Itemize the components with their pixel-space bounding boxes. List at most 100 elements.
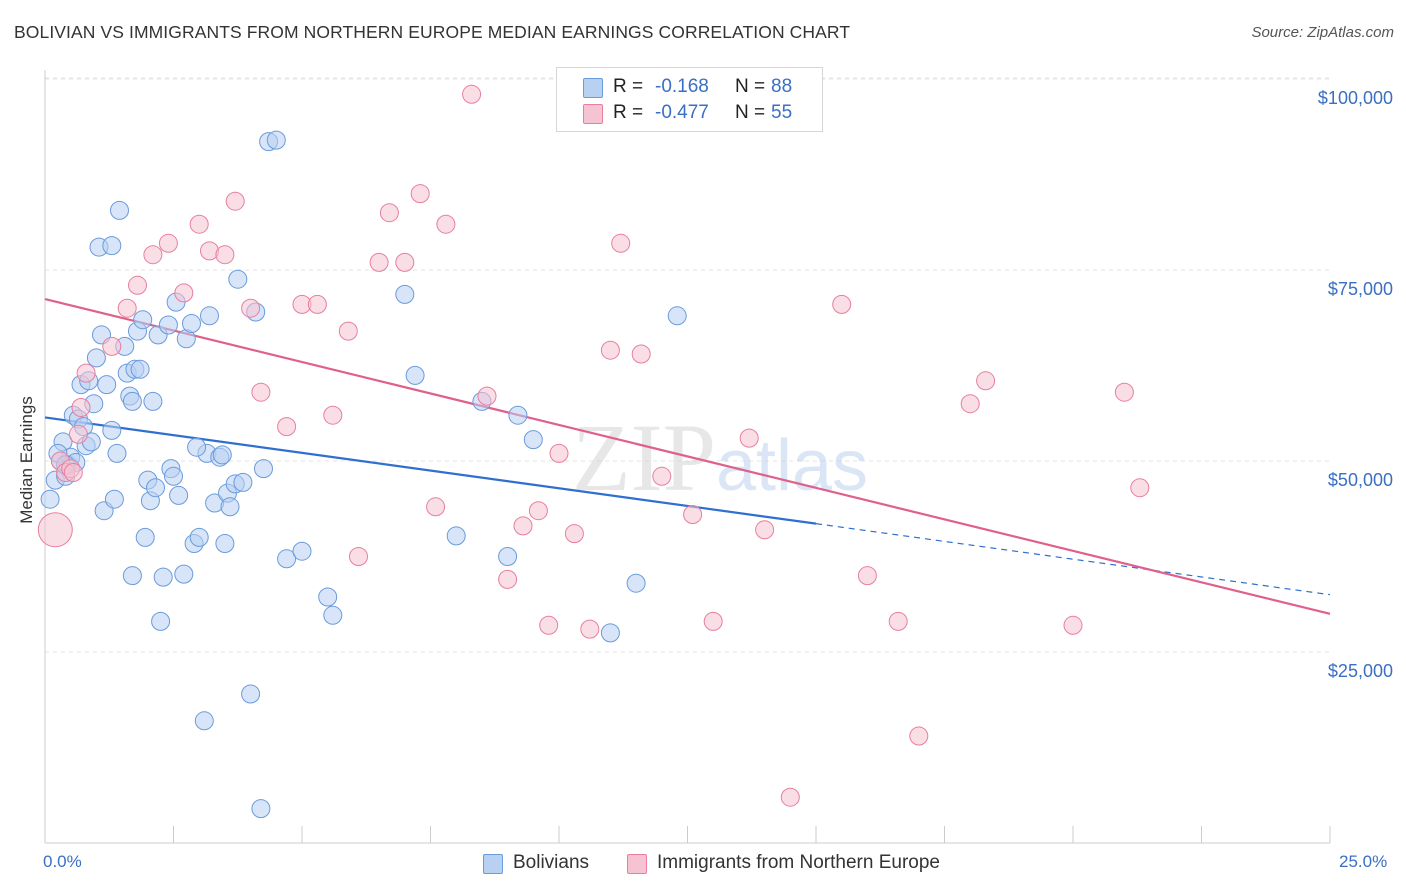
- point-northern-europe: [832, 294, 852, 314]
- point-bolivians: [107, 443, 127, 463]
- point-northern-europe: [960, 394, 980, 414]
- point-bolivians: [122, 391, 142, 411]
- point-northern-europe: [528, 501, 548, 521]
- point-bolivians: [266, 130, 286, 150]
- point-bolivians: [241, 684, 261, 704]
- point-bolivians: [174, 564, 194, 584]
- point-bolivians: [169, 485, 189, 505]
- point-northern-europe: [564, 524, 584, 544]
- point-northern-europe: [395, 252, 415, 272]
- chart-source: Source: ZipAtlas.com: [1251, 24, 1394, 41]
- point-bolivians: [228, 269, 248, 289]
- point-northern-europe: [158, 233, 178, 253]
- point-northern-europe: [513, 516, 533, 536]
- point-bolivians: [405, 365, 425, 385]
- point-northern-europe: [76, 363, 96, 383]
- point-bolivians: [182, 314, 201, 333]
- point-bolivians: [133, 310, 153, 330]
- point-bolivians: [323, 605, 343, 625]
- point-northern-europe: [477, 386, 497, 406]
- point-northern-europe: [909, 726, 929, 746]
- point-northern-europe: [539, 615, 559, 635]
- point-bolivians: [254, 459, 273, 479]
- point-northern-europe: [369, 252, 389, 272]
- series-label: Bolivians: [513, 852, 590, 873]
- point-bolivians: [110, 200, 129, 220]
- point-northern-europe: [857, 566, 877, 586]
- point-northern-europe: [631, 344, 651, 364]
- point-bolivians: [146, 478, 165, 498]
- watermark: ZIPatlas: [572, 404, 868, 511]
- point-northern-europe: [63, 463, 83, 482]
- point-northern-europe: [600, 340, 620, 360]
- point-bolivians: [158, 315, 178, 335]
- legend-n-label: N =: [735, 102, 766, 123]
- point-bolivians: [508, 405, 528, 425]
- point-northern-europe: [436, 214, 456, 234]
- trend-lines: [44, 297, 1331, 615]
- point-bolivians: [523, 430, 543, 450]
- legend-r-value: -0.168: [655, 76, 709, 97]
- point-northern-europe: [611, 233, 631, 253]
- point-bolivians: [86, 348, 106, 368]
- series-swatch-pink: [627, 854, 647, 874]
- y-axis-label: Median Earnings: [17, 396, 36, 524]
- point-northern-europe: [174, 283, 194, 303]
- legend-r-value: -0.477: [655, 102, 709, 123]
- point-bolivians: [122, 566, 142, 586]
- legend-r-label: R =: [613, 76, 644, 97]
- y-tick-label-3: $100,000: [1318, 88, 1393, 108]
- point-northern-europe: [739, 428, 759, 448]
- point-bolivians: [292, 541, 312, 561]
- legend-n-label: N =: [735, 76, 766, 97]
- point-bolivians: [446, 526, 466, 546]
- point-bolivians: [318, 587, 338, 607]
- point-bolivians: [102, 236, 122, 256]
- y-tick-label-2: $75,000: [1328, 279, 1393, 299]
- legend-r-label: R =: [613, 102, 644, 123]
- trend-bolivians-extrapolated: [815, 523, 1331, 596]
- point-northern-europe: [37, 512, 73, 548]
- point-bolivians: [200, 306, 219, 326]
- point-northern-europe: [498, 569, 518, 589]
- series-swatch-blue: [483, 854, 503, 874]
- point-northern-europe: [338, 321, 358, 341]
- point-northern-europe: [102, 336, 122, 356]
- point-northern-europe: [410, 184, 430, 204]
- y-tick-label-1: $50,000: [1328, 470, 1393, 490]
- point-bolivians: [600, 623, 620, 643]
- point-northern-europe: [251, 382, 271, 402]
- point-northern-europe: [755, 520, 775, 540]
- point-bolivians: [151, 611, 171, 631]
- point-northern-europe: [189, 214, 209, 234]
- chart-title: BOLIVIAN VS IMMIGRANTS FROM NORTHERN EUR…: [14, 22, 851, 42]
- legend-n-value: 55: [771, 102, 793, 123]
- y-tick-labels: $25,000 $50,000 $75,000 $100,000: [1318, 88, 1393, 681]
- point-bolivians: [40, 489, 60, 509]
- point-bolivians: [130, 359, 150, 379]
- data-points: [37, 84, 1150, 819]
- point-northern-europe: [215, 245, 235, 265]
- point-northern-europe: [683, 505, 703, 524]
- point-northern-europe: [128, 275, 147, 295]
- x-tick-label-min: 0.0%: [43, 852, 82, 871]
- series-label: Immigrants from Northern Europe: [657, 852, 940, 873]
- point-northern-europe: [143, 245, 163, 265]
- legend-swatch-blue: [583, 78, 603, 98]
- point-northern-europe: [323, 405, 343, 425]
- point-bolivians: [220, 497, 240, 517]
- point-northern-europe: [1130, 478, 1150, 498]
- point-bolivians: [143, 391, 163, 411]
- point-northern-europe: [307, 294, 327, 314]
- point-bolivians: [187, 437, 207, 457]
- trend-bolivians: [44, 416, 817, 525]
- point-northern-europe: [117, 298, 137, 318]
- point-northern-europe: [68, 424, 88, 444]
- point-northern-europe: [349, 547, 368, 566]
- point-northern-europe: [580, 619, 600, 639]
- point-bolivians: [395, 284, 415, 304]
- point-northern-europe: [462, 84, 482, 104]
- point-bolivians: [215, 534, 235, 553]
- point-bolivians: [498, 547, 518, 566]
